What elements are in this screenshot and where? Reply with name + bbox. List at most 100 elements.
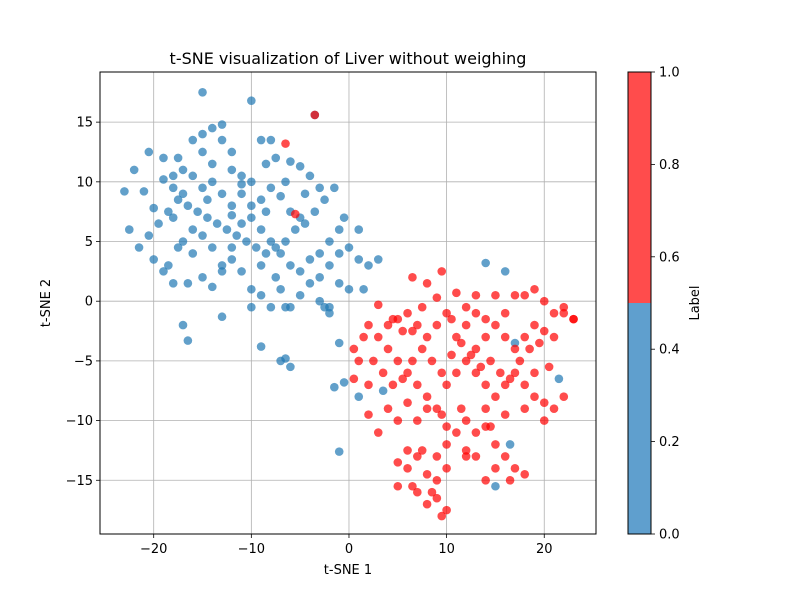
data-point-label-0 [237, 267, 246, 276]
data-point-label-0 [266, 135, 276, 145]
data-point-label-1 [442, 422, 451, 431]
data-point-label-1 [408, 326, 417, 336]
data-point-label-0 [300, 219, 310, 228]
data-point-label-1 [500, 332, 510, 342]
data-point-label-0 [129, 165, 139, 175]
data-point-label-1 [559, 392, 569, 402]
data-point-label-0 [247, 213, 256, 222]
colorbar-tick-label: 0.6 [659, 250, 680, 265]
data-point-label-0 [261, 249, 271, 258]
data-point-label-1 [549, 308, 559, 318]
data-point-label-1 [432, 404, 442, 413]
data-point-label-1 [520, 404, 530, 413]
data-point-label-0 [237, 179, 246, 189]
data-point-label-0 [183, 279, 193, 288]
data-point-label-1 [456, 338, 466, 348]
data-point-label-1 [413, 380, 422, 390]
data-point-label-1 [432, 320, 442, 330]
data-point-label-1 [422, 499, 432, 509]
y-axis-label: t-SNE 2 [39, 279, 54, 327]
data-point-label-1 [427, 356, 437, 366]
x-tick-label: −20 [140, 542, 167, 557]
data-point-label-1 [403, 368, 412, 378]
data-point-label-0 [271, 243, 281, 252]
data-point-label-1 [530, 320, 539, 330]
data-point-label-0 [300, 189, 310, 199]
data-point-label-0 [237, 219, 246, 228]
data-point-label-1 [349, 344, 359, 354]
data-point-label-1 [447, 314, 456, 324]
data-point-label-1 [408, 481, 417, 491]
data-point-label-0 [325, 308, 334, 318]
data-point-label-1 [432, 293, 442, 302]
data-point-label-1 [505, 374, 515, 384]
data-point-label-0 [139, 187, 149, 196]
data-point-label-1 [422, 279, 432, 288]
x-tick-label: 20 [536, 542, 553, 557]
data-point-label-1 [437, 368, 447, 378]
data-point-label-0 [188, 225, 198, 234]
data-point-label-0 [276, 191, 285, 201]
data-point-label-1 [393, 481, 403, 491]
data-point-label-1 [378, 368, 388, 378]
colorbar: 0.0 0.2 0.4 0.6 0.8 1.0 Label [627, 66, 703, 543]
data-point-label-0 [217, 261, 227, 270]
grid [100, 72, 596, 534]
data-point-label-0 [247, 201, 256, 211]
data-point-label-1 [471, 428, 481, 437]
data-point-label-0 [491, 481, 500, 491]
chart-title: t-SNE visualization of Liver without wei… [170, 49, 527, 68]
data-point-label-1 [491, 464, 500, 473]
data-point-label-1 [452, 332, 461, 342]
data-point-label-0 [198, 147, 207, 157]
data-point-label-0 [183, 201, 193, 211]
data-point-label-1 [354, 356, 364, 366]
data-point-label-1 [500, 410, 510, 419]
data-point-label-0 [305, 255, 315, 264]
data-point-label-1 [437, 511, 447, 521]
data-point-label-1 [535, 338, 544, 348]
data-point-label-1 [510, 464, 520, 473]
data-point-label-1 [349, 374, 359, 384]
data-point-label-0 [256, 290, 266, 300]
data-point-label-1 [544, 362, 554, 372]
x-tick-label: −10 [238, 542, 265, 557]
data-point-label-1 [539, 416, 549, 425]
data-point-label-0 [344, 243, 354, 252]
data-point-label-0 [261, 159, 271, 169]
data-point-label-0 [188, 171, 198, 181]
data-point-label-0 [173, 153, 183, 163]
data-point-label-0 [124, 225, 134, 234]
data-point-label-1 [403, 446, 412, 455]
data-point-label-0 [207, 177, 217, 187]
data-point-label-0 [271, 153, 281, 163]
data-point-label-1 [452, 288, 461, 298]
data-point-label-1 [452, 428, 461, 437]
scatter-points [120, 87, 578, 521]
data-point-label-1 [417, 302, 427, 312]
data-point-label-0 [334, 225, 344, 234]
data-point-label-1 [496, 368, 505, 378]
data-point-label-1 [461, 356, 471, 366]
data-point-label-1 [510, 344, 520, 354]
data-point-label-1 [539, 398, 549, 407]
data-point-label-0 [247, 302, 256, 312]
data-point-label-0 [500, 267, 510, 276]
data-point-label-1 [442, 440, 451, 449]
data-point-label-0 [325, 302, 334, 312]
data-point-label-0 [227, 165, 237, 175]
data-point-label-0 [144, 231, 154, 240]
data-point-label-1 [373, 332, 383, 342]
y-tick-label: −5 [74, 354, 93, 369]
data-point-label-1 [442, 308, 451, 318]
data-point-label-1 [505, 475, 515, 485]
data-point-label-1 [383, 320, 393, 330]
data-point-label-0 [290, 225, 300, 234]
data-point-label-0 [168, 279, 178, 288]
data-point-label-0 [334, 249, 344, 258]
data-point-label-1 [413, 452, 422, 461]
data-point-label-0 [334, 279, 344, 288]
data-point-label-1 [398, 326, 407, 336]
data-point-label-1 [476, 362, 486, 372]
